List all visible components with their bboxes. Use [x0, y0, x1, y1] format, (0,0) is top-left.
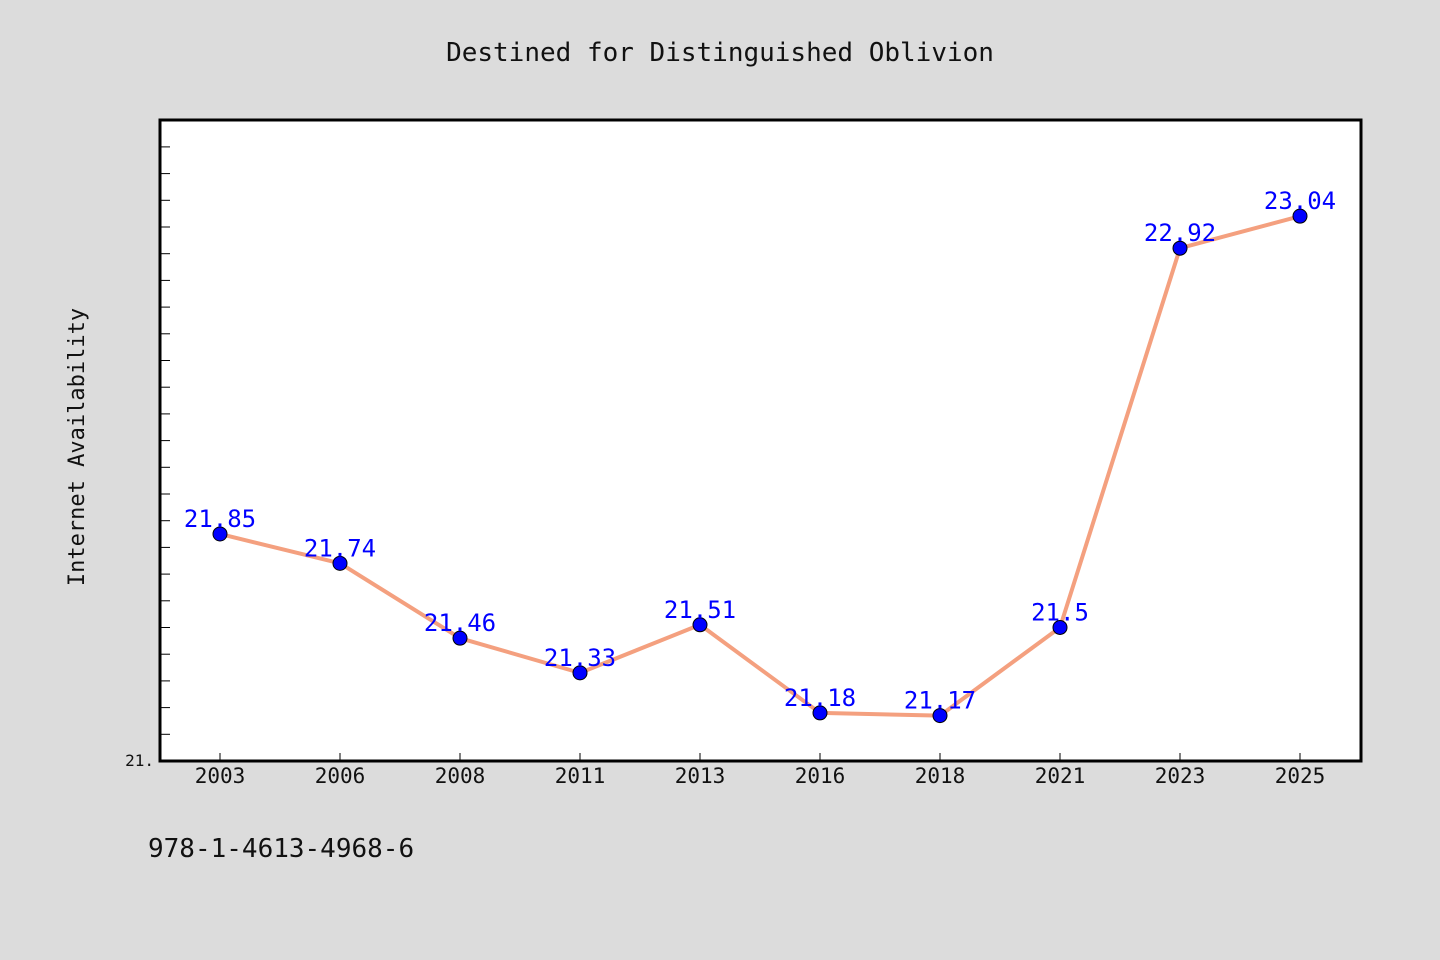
data-point-marker	[332, 555, 348, 571]
series-line	[218, 214, 1302, 718]
y-axis-label: Internet Availability	[65, 308, 90, 586]
data-label: 21.17	[904, 687, 976, 715]
x-tick-label: 2013	[675, 764, 726, 788]
y-axis-ticks	[160, 146, 170, 762]
data-point-marker	[1292, 208, 1308, 224]
data-label: 21.18	[784, 684, 856, 712]
x-axis-ticks	[219, 753, 1301, 761]
data-markers	[212, 208, 1308, 724]
data-point-marker	[1172, 240, 1188, 256]
data-label: 21.46	[424, 609, 496, 637]
data-label: 21.85	[184, 505, 256, 533]
data-point-marker	[212, 526, 228, 542]
data-point-marker	[692, 617, 708, 633]
x-tick-label: 2025	[1275, 764, 1326, 788]
data-label: 21.5	[1031, 598, 1089, 626]
x-axis-tick-labels: 2003 2006 2008 2011 2013 2016 2018 2021 2023 2025	[195, 764, 1326, 788]
x-tick-label: 2018	[915, 764, 966, 788]
y-tick-label: 21.	[125, 751, 154, 770]
plot-area	[158, 118, 1363, 763]
x-tick-label: 2008	[435, 764, 486, 788]
data-labels: 21.85 21.74 21.46 21.33 21.51 21.18 21.17 21.5 2…	[184, 187, 1336, 714]
data-label: 23.04	[1264, 187, 1336, 215]
x-tick-label: 2006	[315, 764, 366, 788]
chart-title: Destined for Distinguished Oblivion	[446, 38, 994, 68]
data-point-marker	[812, 705, 828, 721]
x-tick-label: 2021	[1035, 764, 1086, 788]
x-tick-label: 2003	[195, 764, 246, 788]
data-point-marker	[932, 708, 948, 724]
data-label: 22.92	[1144, 219, 1216, 247]
isbn-caption: 978-1-4613-4968-6	[148, 834, 415, 864]
data-point-marker	[1052, 619, 1068, 635]
x-tick-label: 2016	[795, 764, 846, 788]
data-label: 21.74	[304, 534, 376, 562]
data-label: 21.33	[544, 644, 616, 672]
x-tick-label: 2023	[1155, 764, 1206, 788]
data-point-marker	[452, 630, 468, 646]
data-label: 21.51	[664, 596, 736, 624]
x-tick-label: 2011	[555, 764, 606, 788]
data-point-marker	[572, 665, 588, 681]
